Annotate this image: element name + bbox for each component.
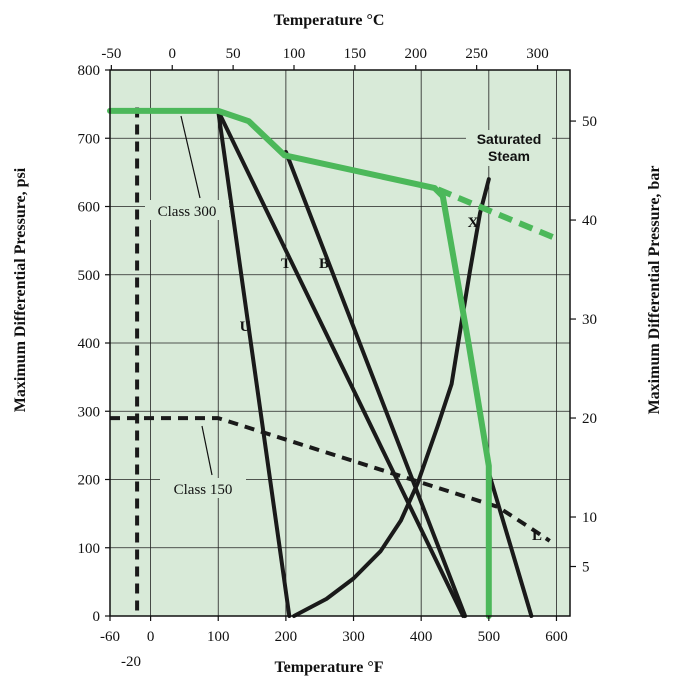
saturated-steam-label-line1: Saturated (477, 131, 542, 147)
bottom-axis-tick-label: 100 (207, 629, 230, 645)
bottom-axis-tick-label: 600 (545, 629, 568, 645)
left-axis-tick-label: 600 (78, 200, 101, 216)
right-axis-title: Maximum Differential Pressure, bar (646, 166, 663, 415)
left-axis-tick-label: 300 (78, 404, 101, 420)
top-axis-tick-label: 150 (344, 46, 367, 62)
bottom-axis-tick-label: 0 (147, 629, 155, 645)
bottom-axis-title: Temperature °F (274, 659, 383, 676)
bottom-axis-tick-label: 300 (342, 629, 365, 645)
left-axis-tick-label: 100 (78, 541, 101, 557)
left-axis-tick-label: 700 (78, 131, 101, 147)
top-axis-tick-label: 250 (465, 46, 488, 62)
bottom-axis-tick-label: 200 (275, 629, 298, 645)
right-axis-tick-label: 40 (582, 213, 597, 229)
saturated-steam-label-line2: Steam (488, 148, 530, 164)
right-axis-tick-label: 20 (582, 411, 597, 427)
curve-label-u: U (240, 319, 251, 335)
top-axis-tick-label: 0 (168, 46, 176, 62)
right-axis-tick-label: 50 (582, 114, 597, 130)
curve-label-l: L (532, 528, 542, 544)
left-axis-tick-label: 0 (93, 609, 101, 625)
series-line-b (283, 149, 468, 618)
series-layer (107, 107, 555, 619)
left-axis-title: Maximum Differential Pressure, psi (12, 167, 29, 412)
right-axis-tick-label: 5 (582, 560, 590, 576)
axes-layer: -60 0 100 200 300 400 500 600-50 0 50 100 150 200 250… (78, 46, 598, 645)
left-axis-tick-label: 400 (78, 336, 101, 352)
series-line-class-300 (107, 107, 492, 619)
top-axis-title: Temperature °C (274, 12, 385, 29)
top-axis-tick-label: 100 (283, 46, 306, 62)
curve-label-t: T (281, 256, 291, 272)
series-line-t (216, 108, 466, 618)
bottom-axis-tick-label: 400 (410, 629, 433, 645)
class-150-label: Class 150 (174, 482, 233, 498)
left-axis-tick-label: 800 (78, 63, 101, 79)
series-line-l (486, 470, 534, 618)
series-line-class-150 (110, 416, 551, 543)
top-axis-tick-label: 200 (405, 46, 428, 62)
class-300-label: Class 300 (158, 204, 217, 220)
series-line-saturated-steam (292, 177, 491, 618)
class-150-leader (201, 425, 213, 476)
top-axis-tick-label: 300 (526, 46, 549, 62)
top-axis-tick-label: 50 (226, 46, 241, 62)
bottom-axis-extra-label: -20 (121, 654, 141, 670)
bottom-axis-tick-label: 500 (478, 629, 501, 645)
left-axis-tick-label: 500 (78, 268, 101, 284)
curve-label-x: X (468, 215, 479, 231)
class-300-leader (180, 115, 201, 199)
right-axis-tick-label: 30 (582, 312, 597, 328)
right-axis-tick-label: 10 (582, 510, 597, 526)
bottom-axis-tick-label: -60 (100, 629, 120, 645)
left-axis-tick-label: 200 (78, 473, 101, 489)
top-axis-tick-label: -50 (101, 46, 121, 62)
saturated-steam-label-bg (466, 130, 552, 166)
curve-label-b: B (319, 256, 329, 272)
series-line-u (216, 108, 292, 618)
class-300-label-bg (145, 200, 229, 220)
class-150-label-bg (160, 478, 246, 498)
